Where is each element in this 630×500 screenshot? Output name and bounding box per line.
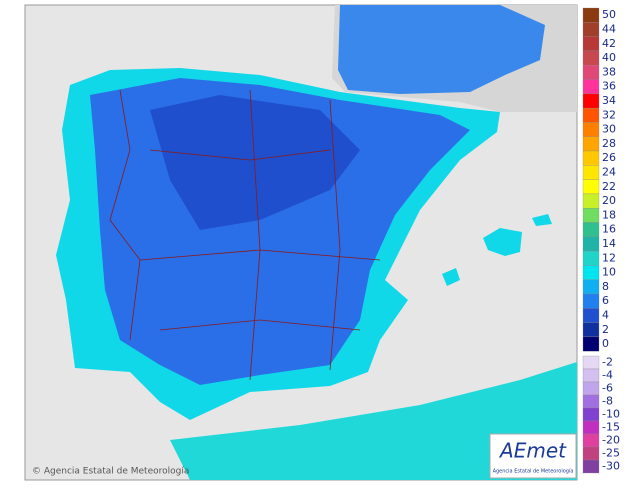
legend-label: 38: [602, 65, 616, 78]
legend-label: -4: [602, 369, 613, 382]
legend-label: 14: [602, 237, 616, 250]
legend-label: -6: [602, 382, 613, 395]
legend: 5044424038363432302826242220181614121086…: [582, 7, 620, 474]
legend-label: 12: [602, 251, 616, 264]
france-data: [338, 5, 545, 94]
legend-swatch: [582, 250, 600, 266]
legend-label: 32: [602, 108, 616, 121]
legend-label: 24: [602, 165, 616, 178]
credit: © Agencia Estatal de Meteorología: [32, 467, 189, 477]
legend-label: 50: [602, 8, 616, 21]
legend-label: 10: [602, 266, 616, 279]
legend-swatch: [582, 136, 600, 152]
legend-swatch: [582, 279, 600, 295]
legend-swatch: [582, 7, 600, 23]
legend-label: 4: [602, 308, 609, 321]
legend-swatch: [582, 381, 600, 396]
legend-swatch: [582, 165, 600, 180]
legend-label: 20: [602, 194, 616, 207]
legend-swatch: [582, 407, 600, 422]
legend-swatch: [582, 36, 600, 52]
logo-name: AEmet: [498, 439, 567, 463]
africa: [170, 362, 577, 480]
legend-label: 36: [602, 80, 616, 93]
legend-swatch: [582, 394, 600, 409]
legend-swatch: [582, 265, 600, 280]
legend-swatch: [582, 355, 600, 370]
legend-swatch: [582, 420, 600, 435]
legend-swatch: [582, 179, 600, 195]
legend-label: 28: [602, 137, 616, 150]
legend-swatch: [582, 308, 600, 323]
mallorca: [483, 228, 522, 256]
legend-swatch: [582, 459, 600, 474]
legend-label: 40: [602, 51, 616, 64]
legend-swatch: [582, 79, 600, 94]
ibiza: [442, 268, 460, 286]
legend-swatch: [582, 208, 600, 223]
borders: [109, 89, 381, 381]
legend-swatch: [582, 336, 600, 352]
legend-label: 42: [602, 37, 616, 50]
legend-label: 30: [602, 123, 616, 136]
logo-subtitle: Agencia Estatal de Meteorología: [493, 468, 574, 475]
legend-label: -2: [602, 356, 613, 369]
legend-swatch: [582, 322, 600, 338]
legend-swatch: [582, 65, 600, 80]
meseta: [150, 95, 360, 230]
legend-swatch: [582, 236, 600, 252]
legend-swatch: [582, 150, 600, 166]
legend-swatch: [582, 433, 600, 448]
legend-label: 18: [602, 208, 616, 221]
legend-label: 6: [602, 294, 609, 307]
legend-swatch: [582, 193, 600, 209]
menorca: [532, 214, 552, 226]
legend-label: 8: [602, 280, 609, 293]
legend-label: 22: [602, 180, 616, 193]
legend-swatch: [582, 93, 600, 109]
legend-label: 44: [602, 22, 616, 35]
legend-swatch: [582, 50, 600, 66]
legend-label: 0: [602, 337, 609, 350]
legend-swatch: [582, 22, 600, 37]
portugal-border: [109, 89, 141, 341]
legend-swatch: [582, 122, 600, 137]
legend-swatch: [582, 222, 600, 237]
legend-swatch: [582, 446, 600, 461]
legend-label: -20: [602, 434, 620, 447]
legend-label: -30: [602, 460, 620, 473]
legend-label: -10: [602, 408, 620, 421]
legend-label: -25: [602, 447, 620, 460]
legend-swatch: [582, 368, 600, 383]
legend-label: -8: [602, 395, 613, 408]
legend-label: 26: [602, 151, 616, 164]
legend-swatch: [582, 293, 600, 309]
logo-box: [489, 433, 577, 479]
legend-swatch: [582, 107, 600, 123]
legend-label: 16: [602, 223, 616, 236]
legend-label: -15: [602, 421, 620, 434]
province-lines: [139, 89, 381, 381]
legend-label: 2: [602, 323, 609, 336]
legend-label: 34: [602, 94, 616, 107]
